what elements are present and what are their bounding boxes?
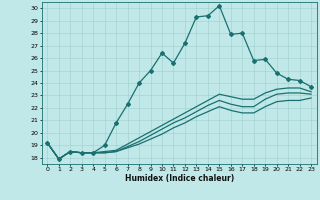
X-axis label: Humidex (Indice chaleur): Humidex (Indice chaleur) [124,174,234,183]
